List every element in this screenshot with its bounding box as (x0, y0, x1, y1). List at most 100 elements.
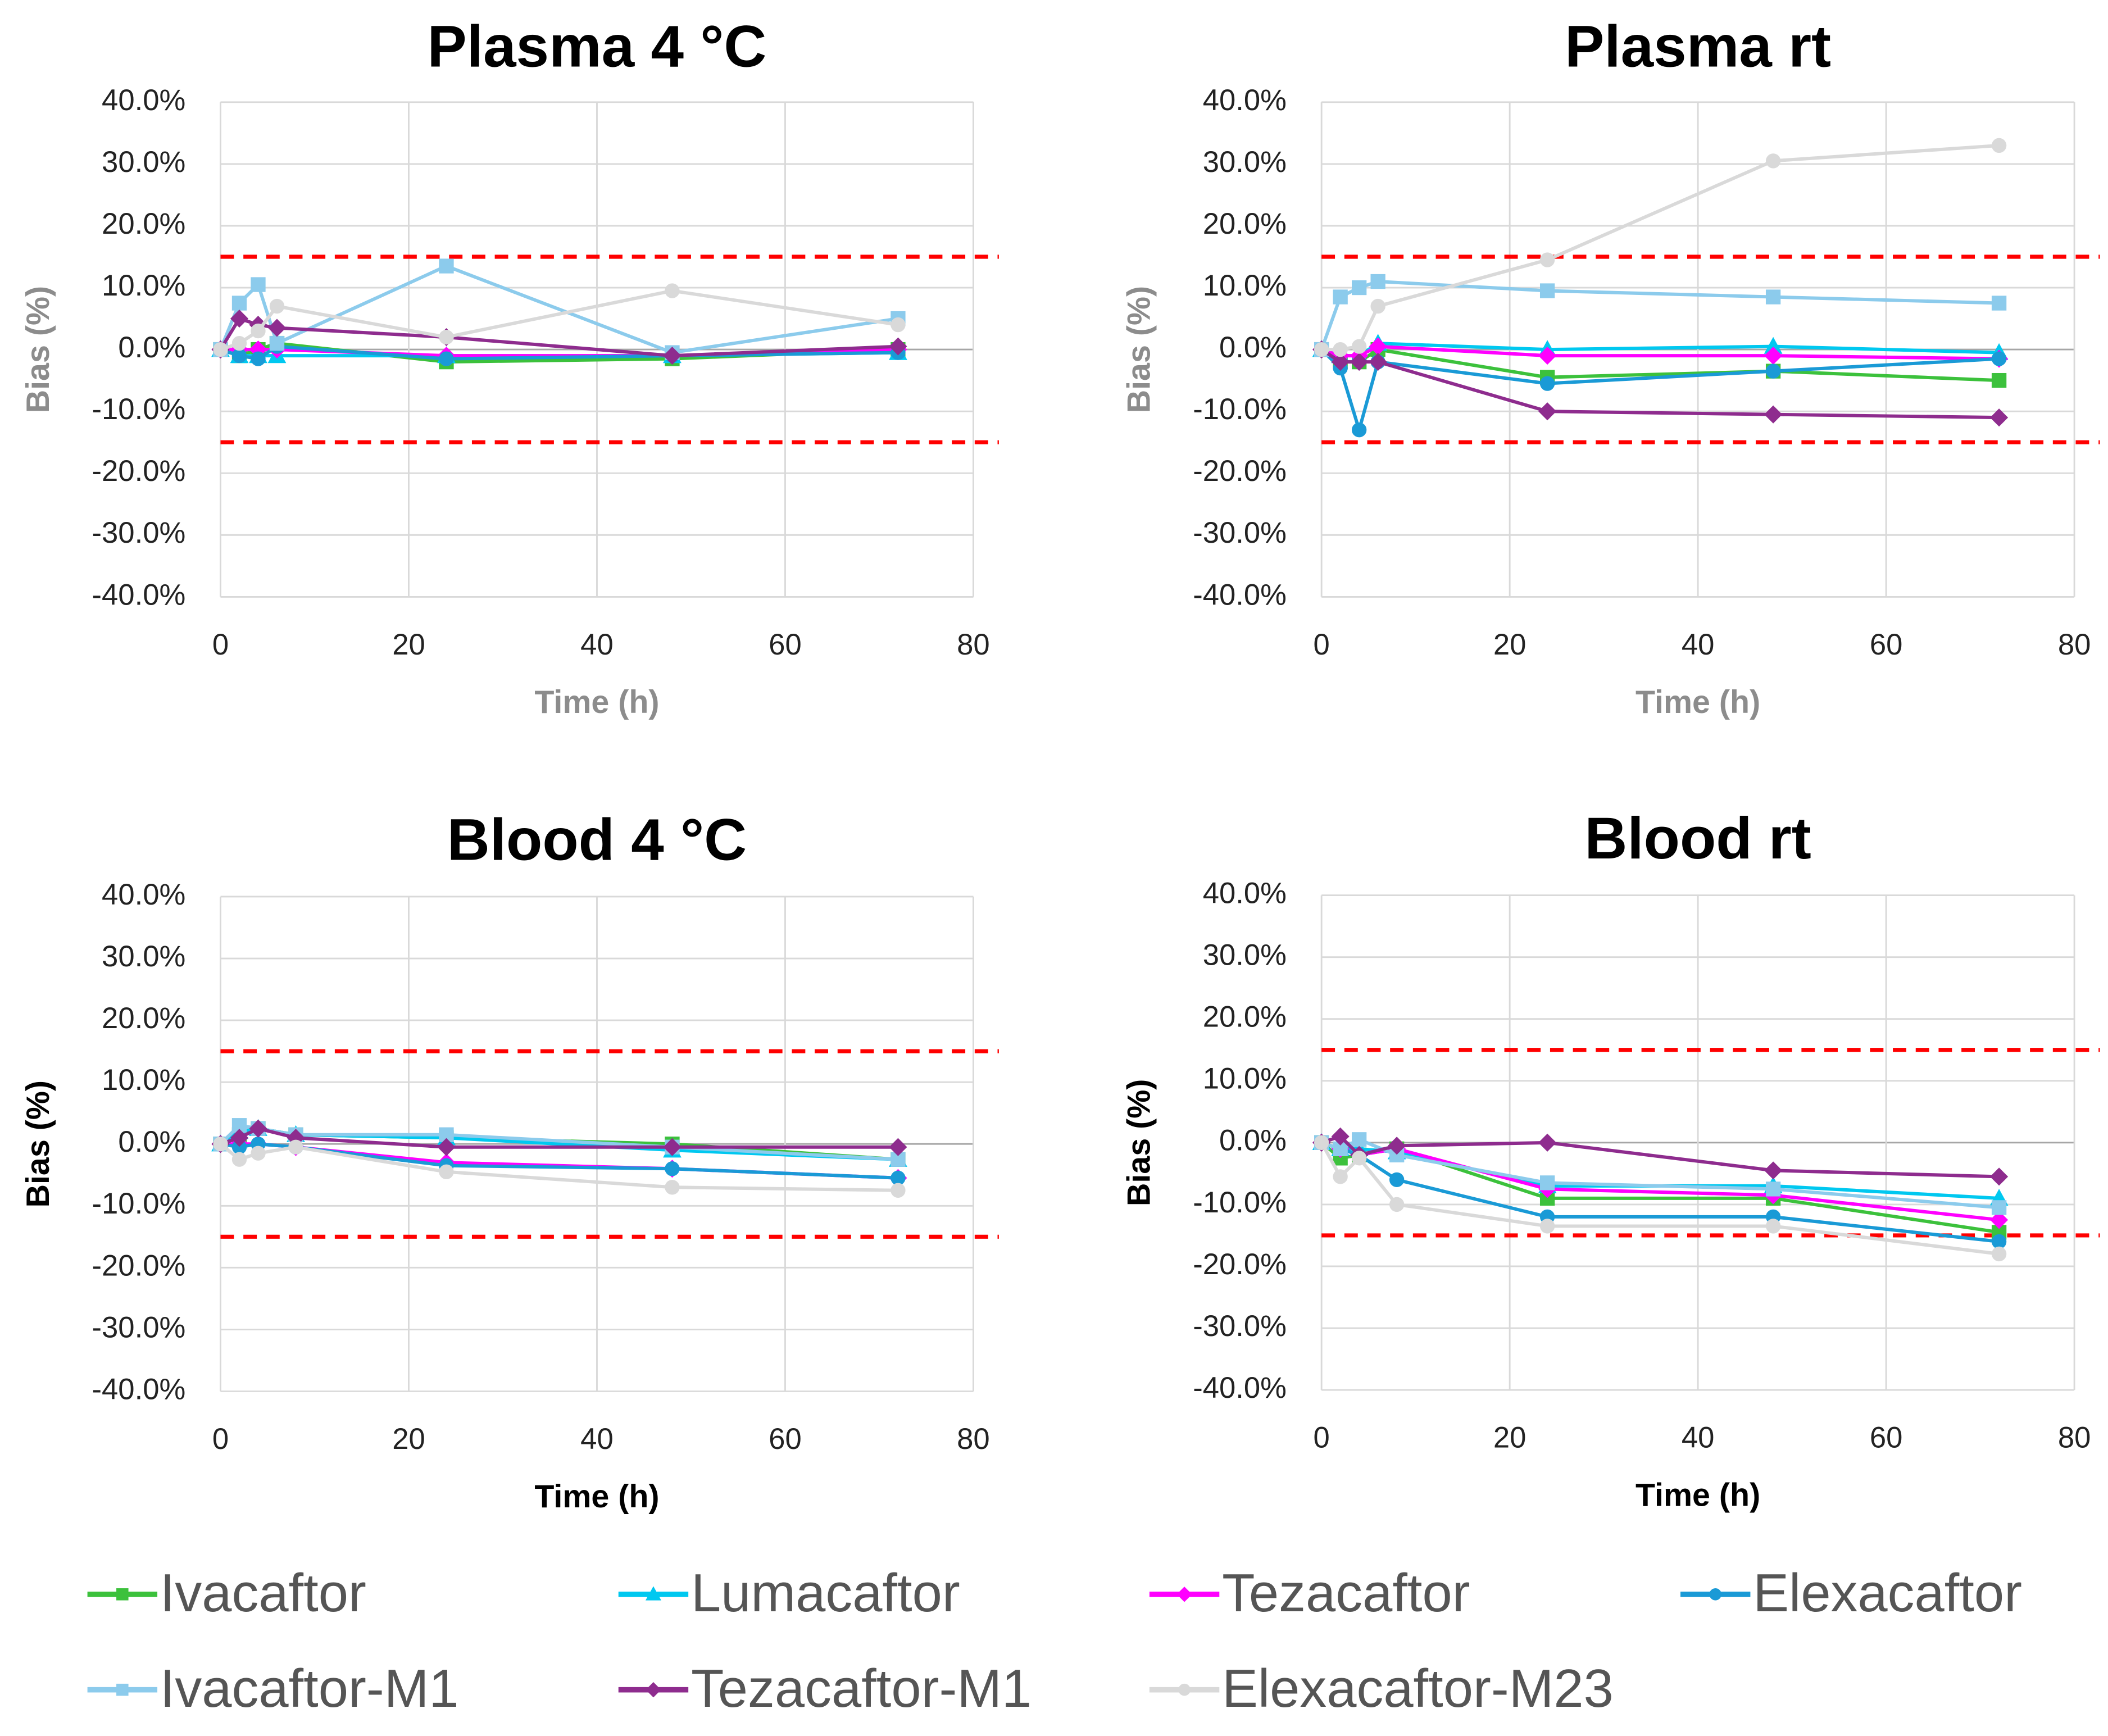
x-tick-label: 0 (1314, 628, 1330, 661)
data-marker (251, 351, 266, 366)
x-tick-label: 0 (1314, 1421, 1330, 1455)
data-marker (1765, 1181, 1781, 1197)
x-axis-title: Time (h) (1635, 684, 1760, 720)
x-axis-title: Time (h) (1635, 1478, 1760, 1514)
y-tick-label: 30.0% (1203, 939, 1287, 972)
y-axis-title: Bias (%) (1121, 1079, 1157, 1206)
x-tick-label: 20 (392, 628, 425, 661)
data-marker (1539, 283, 1555, 298)
legend-label: Elexacaftor-M23 (1222, 1658, 1614, 1719)
y-tick-label: 10.0% (1203, 1062, 1287, 1096)
data-marker (1991, 1200, 2007, 1215)
data-line (1321, 143, 2000, 352)
data-marker (891, 1183, 906, 1198)
y-tick-label: -30.0% (1193, 1310, 1287, 1343)
data-marker (1351, 1151, 1367, 1166)
legend-marker (116, 1683, 129, 1696)
data-marker (251, 277, 266, 292)
y-tick-label: 30.0% (102, 940, 185, 973)
x-tick-label: 80 (957, 628, 990, 661)
data-marker (1538, 347, 1557, 365)
y-tick-label: -40.0% (92, 1373, 186, 1406)
y-tick-label: 20.0% (1203, 1001, 1287, 1034)
y-tick-label: 20.0% (1203, 207, 1287, 240)
legend-marker (1178, 1683, 1191, 1696)
data-marker (1765, 363, 1781, 379)
data-marker (1991, 296, 2007, 311)
data-line (1320, 348, 2000, 420)
data-marker (1539, 1175, 1555, 1190)
y-tick-label: 0.0% (1219, 1124, 1287, 1157)
data-marker (663, 347, 682, 365)
data-marker (249, 1119, 267, 1138)
data-marker (1991, 372, 2007, 388)
data-marker (213, 342, 228, 357)
data-marker (1314, 342, 1329, 357)
x-tick-label: 0 (212, 1423, 229, 1456)
data-marker (231, 1152, 247, 1167)
x-tick-label: 80 (2058, 1421, 2091, 1455)
data-marker (1538, 1133, 1557, 1152)
data-marker (439, 329, 454, 345)
x-axis-title: Time (h) (534, 1479, 659, 1515)
legend-marker (646, 1682, 661, 1698)
legend-marker (116, 1588, 129, 1601)
x-tick-label: 40 (1682, 628, 1715, 661)
data-marker (1351, 1132, 1367, 1147)
x-tick-label: 80 (2058, 628, 2091, 661)
data-marker (1351, 339, 1367, 354)
data-marker (251, 1146, 266, 1161)
x-tick-label: 40 (1682, 1421, 1715, 1455)
data-marker (267, 319, 287, 337)
chart-title: Plasma 4 °C (428, 14, 767, 80)
y-tick-label: 40.0% (1203, 876, 1287, 910)
data-marker (665, 1161, 680, 1176)
legend-marker (1176, 1587, 1192, 1602)
data-marker (1991, 1234, 2007, 1249)
data-marker (288, 1139, 303, 1155)
x-axis-title: Time (h) (534, 684, 659, 720)
y-tick-label: 40.0% (102, 878, 185, 911)
y-tick-label: -10.0% (92, 1187, 186, 1220)
data-marker (1764, 405, 1783, 424)
data-marker (1333, 1169, 1348, 1184)
x-tick-label: 60 (1870, 1421, 1903, 1455)
data-marker (1539, 252, 1555, 267)
x-tick-label: 40 (580, 628, 614, 661)
data-marker (251, 323, 266, 339)
x-tick-label: 20 (392, 1423, 425, 1456)
y-tick-label: 0.0% (1219, 331, 1287, 364)
y-axis-title: Bias (%) (20, 1080, 56, 1208)
data-marker (1388, 1137, 1406, 1155)
data-marker (665, 283, 680, 298)
data-marker (1331, 1127, 1350, 1146)
legend-label: Elexacaftor (1753, 1563, 2022, 1623)
data-marker (1333, 289, 1348, 305)
y-tick-label: -20.0% (1193, 1248, 1287, 1281)
data-marker (1990, 408, 2009, 427)
y-tick-label: -10.0% (1193, 393, 1287, 426)
data-marker (1539, 1219, 1555, 1234)
data-line (220, 1142, 898, 1180)
legend-label: Ivacaftor (160, 1563, 366, 1623)
y-axis-title: Bias (%) (20, 286, 56, 413)
data-line (1320, 280, 2000, 351)
data-marker (231, 335, 247, 351)
x-tick-label: 80 (957, 1423, 990, 1456)
y-tick-label: 30.0% (102, 146, 185, 179)
data-marker (1333, 342, 1348, 357)
data-marker (1990, 1211, 2009, 1229)
data-marker (1351, 280, 1367, 296)
data-marker (439, 351, 454, 366)
y-tick-label: 0.0% (118, 1125, 185, 1158)
data-marker (1369, 353, 1387, 371)
x-tick-label: 60 (769, 628, 802, 661)
y-tick-label: -30.0% (92, 516, 186, 549)
x-tick-label: 20 (1493, 628, 1527, 661)
data-marker (1991, 138, 2007, 153)
y-tick-label: 40.0% (1203, 84, 1287, 117)
data-marker (1389, 1172, 1405, 1188)
data-line (1320, 348, 2000, 436)
data-marker (439, 258, 454, 274)
